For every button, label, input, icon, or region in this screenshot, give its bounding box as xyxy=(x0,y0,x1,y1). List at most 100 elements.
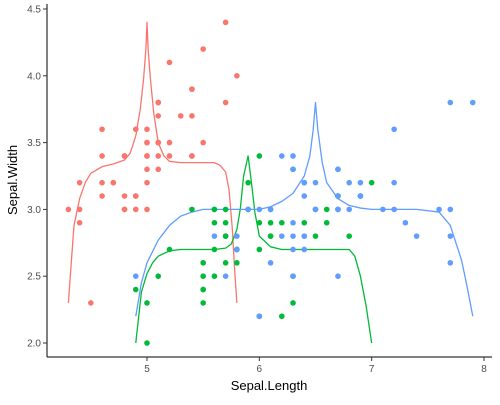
data-point-series-1 xyxy=(121,193,128,199)
data-point-series-1 xyxy=(99,179,105,186)
data-point-series-2 xyxy=(222,260,229,266)
data-point-series-3 xyxy=(301,193,308,199)
data-point-series-2 xyxy=(312,233,319,239)
data-point-series-3 xyxy=(357,193,364,199)
data-point-series-3 xyxy=(290,153,296,159)
data-point-series-1 xyxy=(144,153,150,159)
data-point-series-1 xyxy=(155,153,162,159)
data-point-series-2 xyxy=(279,219,285,226)
data-point-series-1 xyxy=(99,126,105,133)
data-point-series-3 xyxy=(279,233,285,239)
data-point-series-1 xyxy=(144,126,150,133)
data-point-series-1 xyxy=(155,166,162,173)
data-point-series-3 xyxy=(267,260,274,266)
data-point-series-1 xyxy=(189,113,195,119)
x-tick-label: 8 xyxy=(481,364,487,375)
data-point-series-3 xyxy=(256,206,263,213)
y-tick-label: 2.5 xyxy=(27,272,41,283)
data-point-series-3 xyxy=(301,246,308,253)
data-point-series-2 xyxy=(256,153,263,159)
y-tick-label: 2.0 xyxy=(27,339,41,350)
data-point-series-3 xyxy=(391,126,397,133)
data-point-series-3 xyxy=(290,273,296,280)
data-point-series-3 xyxy=(211,233,218,239)
data-point-series-2 xyxy=(256,219,263,226)
data-point-series-3 xyxy=(290,233,296,239)
data-point-series-1 xyxy=(121,206,128,213)
data-point-series-2 xyxy=(200,286,206,293)
data-point-series-1 xyxy=(155,99,162,106)
data-point-series-2 xyxy=(189,206,195,213)
data-point-series-2 xyxy=(346,233,353,239)
data-point-series-3 xyxy=(357,179,364,186)
data-point-series-2 xyxy=(267,219,274,226)
data-point-series-2 xyxy=(211,246,218,253)
data-point-series-2 xyxy=(279,313,285,320)
y-tick-label: 4.0 xyxy=(27,71,41,82)
data-point-series-3 xyxy=(234,233,240,239)
data-point-series-1 xyxy=(99,153,105,159)
data-point-series-1 xyxy=(166,153,173,159)
data-point-series-2 xyxy=(200,273,206,280)
data-point-series-3 xyxy=(245,206,251,213)
y-tick-label: 3.5 xyxy=(27,138,41,149)
data-point-series-1 xyxy=(132,193,139,199)
data-point-series-3 xyxy=(380,206,386,213)
data-point-series-3 xyxy=(222,273,229,280)
y-tick-label: 4.5 xyxy=(27,5,41,16)
data-point-series-3 xyxy=(312,206,319,213)
data-point-series-3 xyxy=(447,99,454,106)
data-point-series-1 xyxy=(76,179,83,186)
data-point-series-1 xyxy=(166,139,173,146)
data-point-series-2 xyxy=(132,286,139,293)
data-point-series-1 xyxy=(234,73,240,79)
data-point-series-1 xyxy=(200,46,206,52)
data-point-series-2 xyxy=(200,300,206,306)
data-point-series-2 xyxy=(323,219,330,226)
data-point-series-1 xyxy=(65,206,72,213)
data-point-series-2 xyxy=(200,260,206,266)
data-point-series-2 xyxy=(368,179,375,186)
data-point-series-3 xyxy=(346,179,353,186)
data-point-series-3 xyxy=(335,193,341,199)
data-point-series-3 xyxy=(256,313,263,320)
data-point-series-1 xyxy=(200,139,206,146)
data-point-series-2 xyxy=(144,300,150,306)
data-point-series-1 xyxy=(110,179,117,186)
data-point-series-3 xyxy=(290,219,296,226)
data-point-series-2 xyxy=(290,300,296,306)
data-point-series-2 xyxy=(222,233,229,239)
density-curve-series-3 xyxy=(135,101,474,317)
data-point-series-3 xyxy=(391,179,397,186)
data-point-series-1 xyxy=(144,139,150,146)
data-point-series-2 xyxy=(245,179,251,186)
curves-layer xyxy=(67,21,474,344)
data-point-series-3 xyxy=(267,206,274,213)
x-axis-title: Sepal.Length xyxy=(231,378,308,393)
data-point-series-3 xyxy=(447,260,454,266)
data-point-series-1 xyxy=(189,153,195,159)
data-point-series-2 xyxy=(211,206,218,213)
data-point-series-3 xyxy=(447,233,454,239)
points-layer xyxy=(65,19,476,346)
density-curve-series-1 xyxy=(67,21,238,303)
data-point-series-2 xyxy=(166,246,173,253)
data-point-series-2 xyxy=(323,206,330,213)
data-point-series-3 xyxy=(447,206,454,213)
data-point-series-3 xyxy=(436,206,442,213)
data-point-series-1 xyxy=(222,99,229,106)
data-point-series-3 xyxy=(234,246,240,253)
data-point-series-1 xyxy=(189,86,195,92)
data-point-series-2 xyxy=(234,260,240,266)
data-point-series-1 xyxy=(76,219,83,226)
data-point-series-1 xyxy=(222,19,229,26)
data-point-series-2 xyxy=(144,340,150,346)
data-point-series-1 xyxy=(155,139,162,146)
data-point-series-3 xyxy=(391,206,397,213)
data-point-series-2 xyxy=(267,233,274,239)
data-point-series-1 xyxy=(177,113,184,119)
data-point-series-3 xyxy=(335,166,341,173)
data-point-series-2 xyxy=(155,273,162,280)
data-point-series-1 xyxy=(155,113,162,119)
